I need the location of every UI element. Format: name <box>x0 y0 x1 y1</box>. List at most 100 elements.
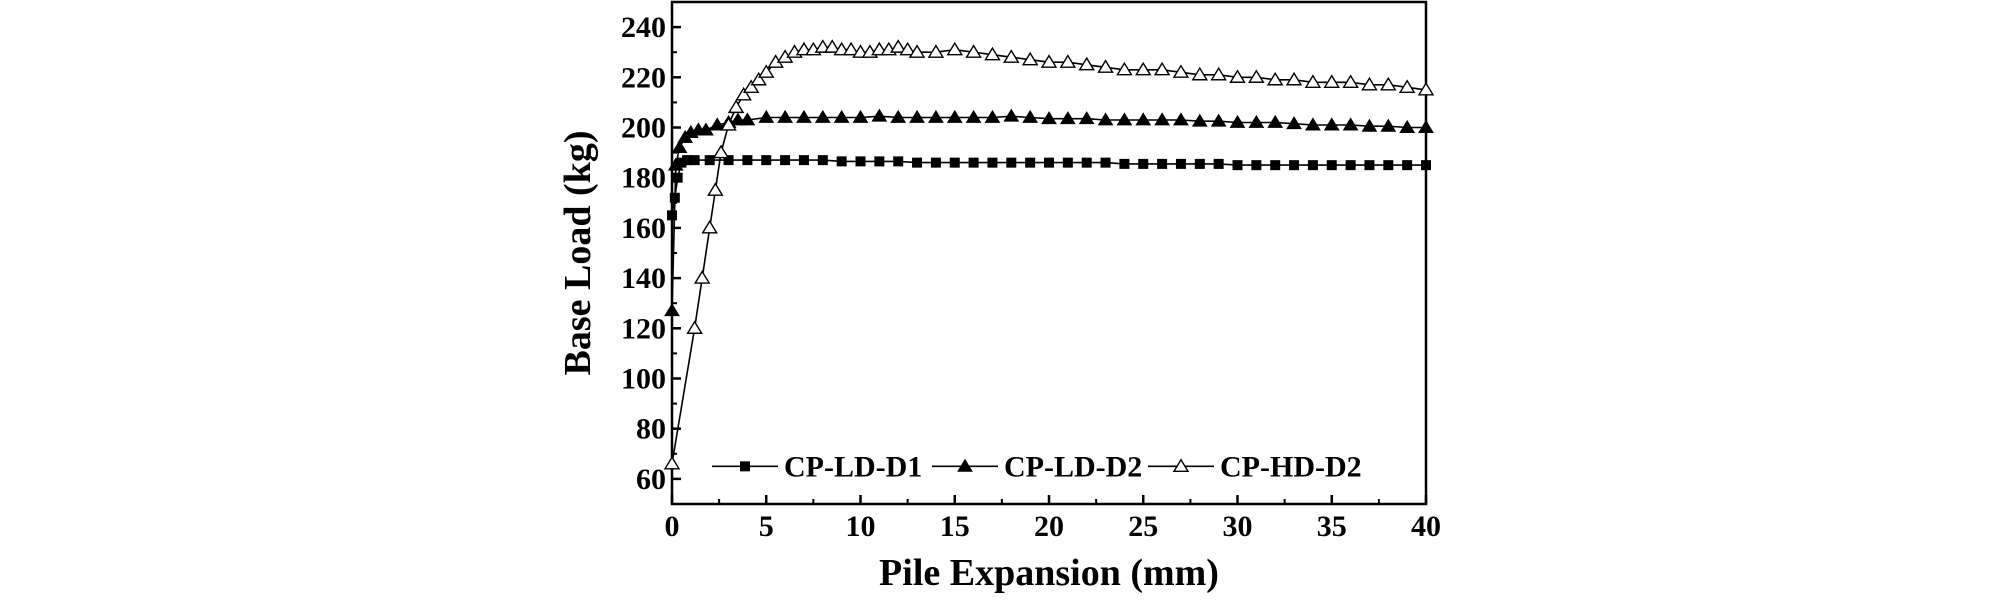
data-point <box>1229 114 1246 128</box>
data-point <box>780 155 791 166</box>
data-point <box>927 44 945 58</box>
data-point <box>1270 160 1281 171</box>
data-point <box>1022 109 1039 123</box>
data-point <box>1307 160 1318 171</box>
data-point <box>814 109 831 123</box>
x-axis-label: Pile Expansion (mm) <box>879 552 1219 594</box>
series-CP-HD-D2 <box>663 39 1435 470</box>
data-point <box>712 144 730 159</box>
data-point <box>823 39 841 53</box>
data-point <box>723 155 734 166</box>
data-point <box>890 109 907 123</box>
data-point <box>727 99 745 114</box>
y-tick-label: 180 <box>621 162 666 195</box>
y-tick-label: 60 <box>636 463 666 496</box>
data-point <box>663 455 681 470</box>
data-point <box>1304 74 1322 88</box>
data-point <box>1116 61 1133 76</box>
x-tick-label: 20 <box>1034 510 1064 543</box>
data-point <box>1248 69 1265 83</box>
data-point <box>1345 160 1356 171</box>
data-point <box>893 156 904 167</box>
data-point <box>1138 158 1149 169</box>
data-point <box>1153 61 1171 76</box>
data-point <box>1059 54 1077 68</box>
data-point <box>965 44 982 58</box>
data-point <box>689 155 700 166</box>
legend-label: CP-LD-D1 <box>784 450 922 483</box>
data-point <box>909 109 925 123</box>
data-point <box>908 44 926 58</box>
data-point <box>672 172 683 183</box>
data-point <box>1021 51 1039 66</box>
data-point <box>742 155 753 166</box>
data-point <box>1003 49 1020 63</box>
x-tick-label: 40 <box>1411 510 1441 543</box>
data-point <box>984 109 1001 123</box>
data-point <box>1229 69 1246 83</box>
data-point <box>833 109 850 123</box>
y-tick-label: 80 <box>636 413 666 446</box>
data-point <box>949 157 960 168</box>
data-point <box>758 64 775 78</box>
data-point <box>1402 160 1413 171</box>
data-point <box>855 156 866 167</box>
data-point <box>871 108 888 122</box>
data-point <box>1194 158 1205 169</box>
data-point <box>874 156 885 167</box>
y-tick-label: 120 <box>621 312 666 345</box>
data-point <box>1213 158 1224 169</box>
x-axis-ticks: 0 5 10 15 20 25 30 35 40 <box>665 495 1441 543</box>
legend-item: CP-LD-D1 <box>712 450 922 483</box>
data-point <box>735 86 752 101</box>
data-point <box>912 157 923 168</box>
data-point <box>1157 158 1168 169</box>
data-point <box>1383 160 1394 171</box>
x-tick-label: 0 <box>665 510 680 543</box>
x-tick-label: 5 <box>759 510 774 543</box>
y-tick-label: 240 <box>621 11 666 44</box>
data-point <box>1361 118 1378 132</box>
y-axis-label: Base Load (kg) <box>557 131 599 376</box>
data-point <box>1119 158 1130 169</box>
x-tick-label: 15 <box>940 510 970 543</box>
data-point <box>1100 157 1111 168</box>
data-point <box>1380 118 1397 132</box>
data-point <box>1081 157 1092 168</box>
data-point <box>987 157 998 168</box>
data-point <box>1380 76 1397 91</box>
data-point <box>686 320 703 334</box>
y-tick-label: 140 <box>621 262 666 295</box>
y-tick-label: 200 <box>621 112 666 145</box>
series-line <box>671 46 1427 464</box>
legend-label: CP-LD-D2 <box>1004 450 1142 483</box>
data-point <box>1305 117 1321 131</box>
data-point <box>946 109 963 123</box>
data-point <box>1191 66 1209 81</box>
x-tick-label: 30 <box>1223 510 1253 543</box>
x-tick-label: 25 <box>1128 510 1158 543</box>
legend-label: CP-HD-D2 <box>1220 450 1362 483</box>
data-point <box>842 41 860 56</box>
data-point <box>965 109 982 123</box>
data-point <box>1078 56 1095 71</box>
data-point <box>1062 157 1073 168</box>
data-point <box>1041 111 1057 125</box>
data-point <box>1044 157 1054 168</box>
data-point <box>1421 160 1431 171</box>
data-point <box>1398 79 1416 93</box>
data-point <box>739 112 756 126</box>
data-point <box>1210 113 1227 127</box>
legend: CP-LD-D1 CP-LD-D2 CP-HD-D2 <box>712 450 1362 483</box>
x-tick-label: 35 <box>1317 510 1347 543</box>
data-point <box>852 109 869 123</box>
data-point <box>671 140 688 154</box>
data-point <box>682 155 693 166</box>
legend-item: CP-HD-D2 <box>1148 450 1362 483</box>
data-point <box>693 270 711 284</box>
data-point <box>1025 157 1036 168</box>
data-point <box>720 117 737 131</box>
data-point <box>709 117 726 131</box>
data-point <box>1364 160 1375 171</box>
